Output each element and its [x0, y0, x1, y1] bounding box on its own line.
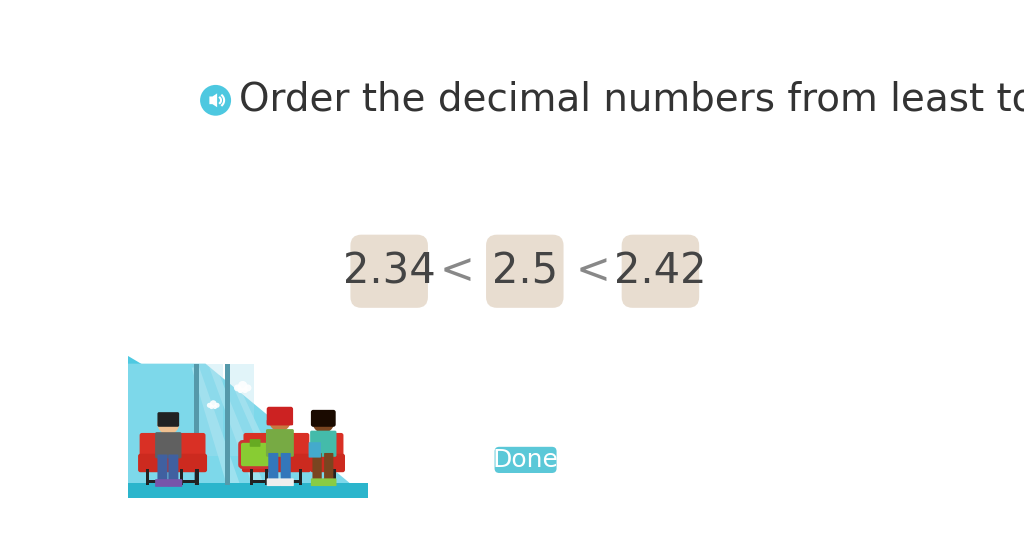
Circle shape — [262, 395, 267, 400]
Polygon shape — [128, 483, 369, 498]
FancyBboxPatch shape — [312, 453, 322, 482]
Circle shape — [300, 385, 306, 391]
FancyBboxPatch shape — [145, 480, 165, 483]
FancyBboxPatch shape — [168, 479, 182, 487]
Circle shape — [200, 85, 231, 116]
FancyBboxPatch shape — [180, 469, 183, 484]
FancyBboxPatch shape — [242, 454, 276, 472]
FancyBboxPatch shape — [225, 363, 230, 486]
Circle shape — [215, 403, 219, 408]
FancyBboxPatch shape — [268, 453, 279, 482]
FancyBboxPatch shape — [317, 480, 337, 483]
FancyBboxPatch shape — [266, 407, 293, 425]
FancyBboxPatch shape — [278, 433, 309, 461]
FancyBboxPatch shape — [284, 469, 287, 484]
FancyBboxPatch shape — [317, 469, 321, 484]
FancyBboxPatch shape — [324, 453, 334, 482]
FancyBboxPatch shape — [310, 454, 345, 472]
Polygon shape — [128, 356, 369, 498]
FancyBboxPatch shape — [311, 410, 336, 427]
FancyBboxPatch shape — [155, 479, 169, 487]
FancyBboxPatch shape — [174, 433, 206, 461]
Polygon shape — [209, 94, 217, 107]
FancyBboxPatch shape — [350, 235, 428, 308]
FancyBboxPatch shape — [280, 478, 294, 486]
FancyBboxPatch shape — [155, 432, 181, 458]
FancyBboxPatch shape — [276, 454, 311, 472]
Circle shape — [269, 410, 291, 431]
FancyBboxPatch shape — [311, 478, 324, 486]
Circle shape — [270, 395, 276, 400]
FancyBboxPatch shape — [308, 442, 321, 458]
Text: <: < — [575, 250, 610, 292]
FancyBboxPatch shape — [250, 439, 260, 447]
FancyBboxPatch shape — [299, 469, 302, 484]
Circle shape — [242, 388, 248, 393]
Circle shape — [238, 381, 248, 390]
Circle shape — [268, 397, 273, 402]
FancyBboxPatch shape — [324, 478, 337, 486]
Polygon shape — [209, 367, 269, 497]
FancyBboxPatch shape — [266, 420, 293, 425]
FancyBboxPatch shape — [230, 363, 254, 456]
FancyBboxPatch shape — [158, 412, 179, 427]
Text: 2.34: 2.34 — [343, 250, 435, 292]
FancyBboxPatch shape — [168, 455, 178, 483]
FancyBboxPatch shape — [180, 480, 199, 483]
Circle shape — [213, 405, 217, 409]
Circle shape — [312, 412, 334, 433]
Circle shape — [210, 400, 217, 407]
FancyBboxPatch shape — [281, 453, 291, 482]
Polygon shape — [225, 367, 291, 497]
FancyBboxPatch shape — [138, 454, 173, 472]
Text: 2.5: 2.5 — [492, 250, 558, 292]
FancyBboxPatch shape — [266, 478, 281, 486]
FancyBboxPatch shape — [265, 469, 268, 484]
Circle shape — [238, 388, 244, 393]
FancyBboxPatch shape — [284, 480, 302, 483]
FancyBboxPatch shape — [145, 469, 148, 484]
Circle shape — [294, 388, 299, 392]
Circle shape — [298, 388, 303, 392]
Circle shape — [158, 413, 179, 435]
FancyBboxPatch shape — [495, 447, 557, 473]
FancyBboxPatch shape — [311, 433, 343, 461]
Text: Order the decimal numbers from least to greatest: Order the decimal numbers from least to … — [239, 81, 1024, 119]
Circle shape — [207, 403, 212, 408]
FancyBboxPatch shape — [196, 469, 199, 484]
Circle shape — [265, 392, 272, 399]
FancyBboxPatch shape — [310, 431, 337, 457]
FancyBboxPatch shape — [240, 441, 270, 468]
Polygon shape — [128, 363, 369, 498]
Circle shape — [291, 385, 297, 391]
Polygon shape — [191, 367, 245, 497]
Text: 2.42: 2.42 — [614, 250, 707, 292]
FancyBboxPatch shape — [158, 455, 168, 483]
FancyBboxPatch shape — [250, 480, 268, 483]
Circle shape — [210, 405, 214, 409]
FancyBboxPatch shape — [200, 363, 222, 456]
Circle shape — [295, 382, 302, 390]
FancyBboxPatch shape — [244, 433, 275, 461]
FancyBboxPatch shape — [486, 235, 563, 308]
FancyBboxPatch shape — [334, 469, 337, 484]
Circle shape — [245, 384, 252, 391]
FancyBboxPatch shape — [162, 469, 165, 484]
FancyBboxPatch shape — [622, 235, 699, 308]
FancyBboxPatch shape — [250, 469, 253, 484]
FancyBboxPatch shape — [139, 433, 171, 461]
FancyBboxPatch shape — [266, 429, 294, 457]
Text: Done: Done — [493, 448, 558, 472]
Text: <: < — [439, 250, 474, 292]
Circle shape — [265, 397, 269, 402]
Circle shape — [233, 384, 241, 391]
FancyBboxPatch shape — [172, 454, 207, 472]
FancyBboxPatch shape — [194, 363, 200, 486]
